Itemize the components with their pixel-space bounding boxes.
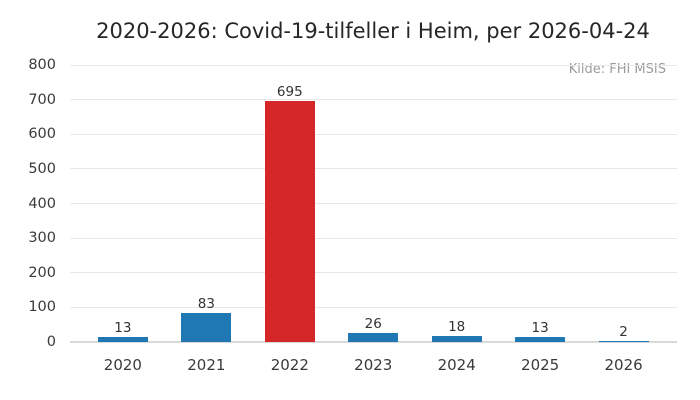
gridline-200: [69, 272, 677, 274]
source-annotation: Kilde: FHI MSIS: [568, 62, 666, 77]
bar-value-label-2021: 83: [197, 296, 215, 313]
ytick-label-600: 600: [28, 126, 56, 143]
bar-2024: [431, 335, 482, 342]
ytick-label-400: 400: [28, 195, 56, 212]
xtick-label-2025: 2025: [521, 356, 560, 374]
bar-2026: [598, 341, 649, 342]
gridline-600: [69, 133, 677, 135]
bar-value-label-2026: 2: [619, 324, 628, 341]
xtick-label-2023: 2023: [354, 356, 393, 374]
bar-2022: [264, 101, 315, 342]
ytick-label-800: 800: [28, 57, 56, 73]
ytick-label-200: 200: [28, 264, 56, 281]
bar-2023: [348, 332, 399, 342]
gridline-300: [69, 237, 677, 239]
x-axis-line: [69, 341, 677, 343]
ytick-label-100: 100: [28, 299, 56, 316]
ytick-label-0: 0: [46, 334, 56, 350]
gridline-400: [69, 203, 677, 204]
xtick-label-2024: 2024: [437, 356, 476, 374]
bar-value-label-2022: 695: [276, 84, 303, 101]
xtick-label-2026: 2026: [604, 356, 643, 374]
bar-value-label-2024: 18: [448, 318, 466, 335]
bar-value-label-2020: 13: [114, 320, 132, 337]
ytick-label-300: 300: [28, 230, 56, 247]
bar-value-label-2023: 26: [364, 315, 382, 332]
bar-2025: [515, 337, 566, 342]
bar-2021: [181, 313, 232, 342]
xtick-label-2021: 2021: [187, 356, 226, 374]
bar-2020: [97, 337, 148, 342]
ytick-label-700: 700: [28, 91, 56, 108]
xtick-label-2022: 2022: [270, 356, 309, 374]
gridline-500: [69, 168, 677, 170]
xtick-label-2020: 2020: [103, 356, 142, 374]
ytick-label-500: 500: [28, 160, 56, 177]
plot-area: 13 83 695 26 18 13 2: [69, 64, 677, 343]
gridline-800: [69, 64, 677, 66]
chart-title: 2020-2026: Covid-19-tilfeller i Heim, pe…: [96, 19, 650, 43]
gridline-700: [69, 99, 677, 101]
gridline-100: [69, 306, 677, 308]
bar-value-label-2025: 13: [531, 320, 549, 337]
